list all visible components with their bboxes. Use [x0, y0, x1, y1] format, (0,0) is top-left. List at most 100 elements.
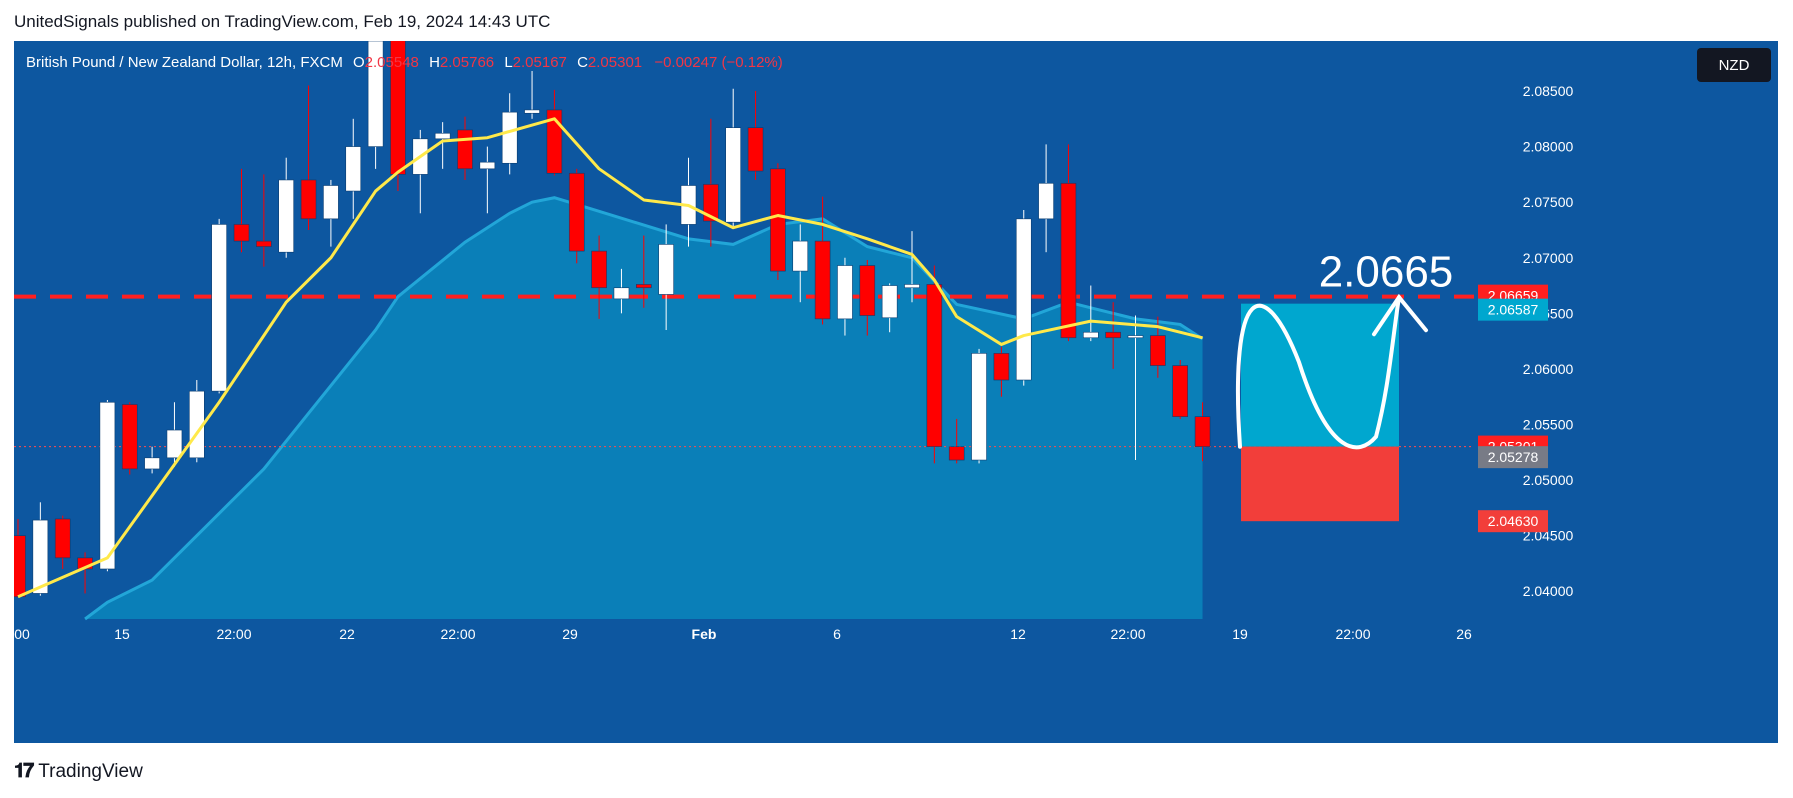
candle-body [591, 250, 607, 289]
y-tick-label: 2.05500 [1523, 416, 1574, 432]
x-tick-label: 26 [1456, 626, 1472, 642]
y-tick-label: 2.07000 [1523, 250, 1574, 266]
price-label-bg [1478, 298, 1548, 321]
candle-body [1083, 331, 1099, 339]
y-tick-label: 2.08000 [1523, 139, 1574, 155]
candle-body [278, 179, 295, 253]
y-tick-label: 2.04000 [1523, 583, 1574, 599]
change-value: −0.00247 (−0.12%) [654, 54, 783, 71]
price-label-text: 2.05278 [1488, 449, 1539, 465]
x-tick-label: 6 [833, 626, 841, 642]
candle-body [904, 284, 920, 289]
candle-body [457, 129, 473, 170]
candle-body [32, 519, 49, 594]
candle-body [144, 457, 160, 470]
candle-body [300, 179, 317, 220]
y-tick-label: 2.05000 [1523, 472, 1574, 488]
candle-body [54, 518, 71, 559]
price-axis[interactable]: 2.040002.045002.050002.055002.060002.065… [1474, 41, 1778, 743]
ma-area-fill [85, 197, 1203, 619]
x-tick-label: 22:00 [440, 626, 475, 642]
candle-body [1105, 331, 1121, 339]
x-tick-label: 22:00 [1110, 626, 1145, 642]
candle-body [256, 240, 272, 247]
x-tick-label: 12 [1010, 626, 1026, 642]
candle-body [434, 132, 451, 140]
candle-body [859, 265, 876, 316]
ma-layer [17, 117, 1203, 599]
resistance-layer [14, 294, 1474, 448]
time-axis[interactable]: 00 15 22:00 22 22:00 29 Feb 6 12 22:00 19 22:00 26 [14, 621, 1474, 743]
candle-body [792, 240, 809, 272]
candle-body [1150, 335, 1166, 366]
candle-body [948, 446, 965, 461]
candle-body [1060, 182, 1077, 339]
candle-body [1015, 218, 1032, 381]
candle-body [367, 41, 384, 147]
footer-brand[interactable]: 𝟏𝟕 TradingView [14, 760, 143, 783]
candle-body [703, 184, 719, 222]
candle-body [524, 109, 540, 114]
candle-body [613, 287, 630, 300]
publication-header: UnitedSignals published on TradingView.c… [14, 12, 551, 31]
open-value: 2.05548 [364, 54, 419, 71]
currency-badge[interactable]: NZD [1697, 48, 1771, 82]
x-tick-label: 00 [14, 626, 30, 642]
price-label-bg [1478, 510, 1548, 533]
x-tick-label: 22 [339, 626, 355, 642]
chart-frame[interactable]: 2.040002.045002.050002.055002.060002.065… [14, 41, 1778, 743]
price-axis-bg [1474, 41, 1778, 743]
x-tick-label: 22:00 [216, 626, 251, 642]
candle-body [121, 404, 138, 470]
x-tick-label: 22:00 [1335, 626, 1370, 642]
target-price-label: 2.0665 [1319, 248, 1454, 297]
candle-body [166, 429, 183, 459]
candle-body [635, 284, 652, 289]
candle-body [99, 401, 116, 570]
candle-body [233, 224, 250, 242]
close-value: 2.05301 [587, 54, 643, 71]
candle-body [501, 111, 518, 164]
brand-name: TradingView [38, 760, 143, 782]
candle-body [1172, 365, 1188, 418]
candle-body [345, 146, 362, 192]
open-label: O [352, 54, 365, 71]
forecast-curve [1235, 295, 1401, 450]
candles-layer [14, 41, 1211, 598]
candle-body [747, 127, 764, 172]
symbol-legend[interactable]: British Pound / New Zealand Dollar, 12h,… [26, 54, 783, 71]
price-label-text: 2.06587 [1488, 302, 1539, 318]
candle-body [658, 244, 674, 295]
low-label: L [504, 54, 513, 71]
candle-body [479, 161, 496, 170]
price-chart[interactable]: 2.040002.045002.050002.055002.060002.065… [14, 41, 1778, 743]
forecast-layer: 2.0665 [1235, 248, 1454, 450]
candle-body [390, 41, 406, 175]
candle-body [993, 353, 1010, 381]
x-tick-label: 15 [114, 626, 130, 642]
candle-body [1127, 335, 1144, 339]
candle-body [770, 168, 786, 272]
candle-body [881, 285, 898, 319]
stop-zone [1241, 446, 1399, 522]
candle-body [971, 353, 987, 461]
ma-fast-line [17, 117, 1203, 599]
candle-body [1194, 416, 1211, 448]
close-label: C [577, 54, 588, 71]
candle-body [14, 535, 26, 598]
candle-body [546, 109, 563, 174]
y-tick-label: 2.06000 [1523, 361, 1574, 377]
x-tick-label: Feb [692, 626, 717, 642]
high-value: 2.05766 [439, 54, 495, 71]
price-label-text: 2.04630 [1488, 513, 1539, 529]
tradingview-logo-icon: 𝟏𝟕 [14, 760, 34, 782]
candle-body [926, 284, 943, 448]
price-label-bg [1478, 446, 1548, 469]
candle-body [323, 185, 339, 220]
position-zones[interactable] [1241, 303, 1399, 522]
symbol-name[interactable]: British Pound / New Zealand Dollar, 12h,… [26, 54, 343, 71]
candle-body [814, 240, 831, 320]
y-tick-label: 2.08500 [1523, 83, 1574, 99]
target-zone [1241, 303, 1399, 447]
